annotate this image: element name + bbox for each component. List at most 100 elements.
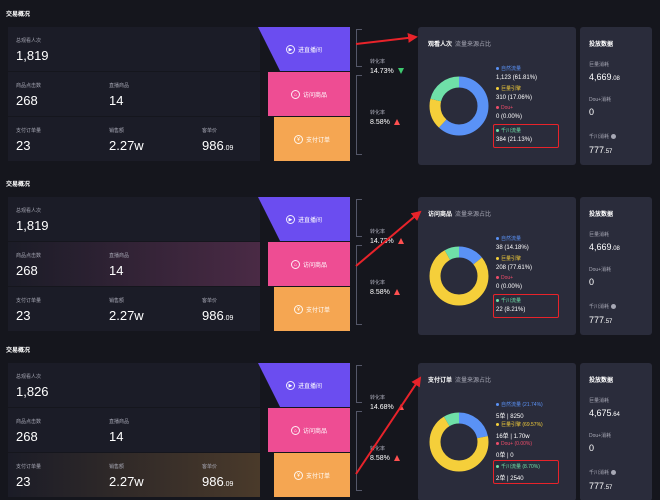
legend-name: Dou+ [496, 275, 572, 281]
payment-icon: ¥ [293, 304, 303, 314]
ad-title: 投放数据 [589, 212, 614, 218]
traffic-source-card: 支付订单 流量来源占比 自然流量 (21.74%) 5单 | 8250 巨量引擎 … [418, 363, 576, 500]
qc-label-text: 千川消耗 [589, 304, 610, 310]
qc-label-text: 千川消耗 [589, 134, 610, 140]
metric-value: 1,826 [16, 384, 49, 399]
traffic-source-card: 访问商品 流量来源占比 自然流量 38 (14.18%) 巨量引擎 208 (77… [418, 197, 576, 335]
qc-value: 777.57 [589, 315, 612, 325]
legend-dou: Dou+ (0.00%) 0单 | 0 [496, 441, 572, 459]
info-icon[interactable] [611, 470, 617, 476]
payment-icon: ¥ [293, 134, 303, 144]
legend-name: 千川流量 [496, 297, 572, 304]
legend-feed: 巨量引擎 (69.57%) 16单 | 1.70w [496, 421, 572, 440]
metric-value: 23 [16, 308, 31, 323]
aov-integer: 986 [202, 308, 224, 323]
funnel-step-label: 进直播间 [297, 383, 322, 390]
highlight-box [493, 294, 559, 318]
donut-slice-qianchuan[interactable] [429, 246, 489, 306]
qc-integer: 777 [589, 145, 605, 155]
conversion-rates: 转化率 14.68% 转化率 8.58% [356, 363, 406, 497]
legend-value: 38 (14.18%) [496, 245, 529, 251]
funnel-step-enter-room[interactable]: ▶ 进直播间 [258, 363, 350, 407]
trend-up-icon [393, 289, 400, 296]
funnel-step-visit-product[interactable]: ⌂ 访问商品 [268, 242, 350, 286]
legend-value: 0单 | 0 [496, 453, 514, 459]
legend-feed: 巨量引擎 208 (77.61%) [496, 255, 572, 271]
conversion-value: 8.58% [370, 455, 390, 462]
conversion-label: 转化率 [370, 395, 386, 401]
funnel-step-visit-product[interactable]: ⌂ 访问商品 [268, 408, 350, 452]
source-title: 观看人次 流量来源占比 [428, 39, 491, 48]
funnel-step-label: 支付订单 [305, 137, 330, 144]
metric-label: 总观看人次 [16, 38, 42, 44]
legend-value: 310 (17.06%) [496, 95, 533, 101]
legend-dot [496, 423, 499, 427]
metric-label: 客单价 [202, 464, 218, 470]
trend-up-icon [397, 404, 404, 411]
source-subtitle: 流量来源占比 [455, 212, 492, 218]
funnel-step-visit-product[interactable]: ⌂ 访问商品 [268, 72, 350, 116]
cart-icon: ⌂ [290, 89, 300, 99]
legend-label: 巨量引擎 [501, 256, 522, 262]
ad-title: 投放数据 [589, 378, 614, 384]
funnel-step-pay-order[interactable]: ¥ 支付订单 [274, 117, 350, 161]
spend-value: 4,669.08 [589, 242, 620, 252]
legend-value: 0 (0.00%) [496, 284, 523, 290]
conversion-rate-2: 8.58% [370, 455, 400, 462]
legend-natural: 自然流量 (21.74%) 5单 | 8250 [496, 401, 572, 420]
legend-label: Dou+ (0.00%) [501, 441, 532, 447]
qc-label: 千川消耗 [589, 303, 617, 310]
legend-dot [496, 403, 499, 407]
metrics-grid: 总观看人次 1,819 商品点击数 268 直播商品 14 支付订单量 23 销… [8, 27, 260, 161]
metrics-row-orders: 支付订单量 23 销售额 2.27w 客单价 986.09 [8, 453, 260, 497]
legend-natural: 自然流量 38 (14.18%) [496, 235, 572, 251]
conversion-value: 8.58% [370, 119, 390, 126]
metric-value: 268 [16, 93, 38, 108]
legend-dot [496, 237, 499, 241]
conversion-label: 转化率 [370, 280, 386, 286]
funnel-step-label: 访问商品 [302, 262, 327, 269]
info-icon[interactable] [611, 304, 617, 310]
donut-slice-feed[interactable] [429, 412, 489, 472]
funnel-step-enter-room[interactable]: ▶ 进直播间 [258, 197, 350, 241]
funnel-step-pay-order[interactable]: ¥ 支付订单 [274, 287, 350, 331]
traffic-source-card: 观看人次 流量来源占比 自然流量 1,123 (61.81%) 巨量引擎 310 … [418, 27, 576, 165]
conversion-label: 转化率 [370, 446, 386, 452]
ad-title: 投放数据 [589, 42, 614, 48]
legend-name: Dou+ (0.00%) [496, 441, 572, 447]
conversion-rate-1: 14.68% [370, 404, 404, 411]
metrics-grid: 总观看人次 1,819 商品点击数 268 直播商品 14 支付订单量 23 销… [8, 197, 260, 331]
enter-room-icon: ▶ [285, 380, 295, 390]
donut-slice-feed[interactable] [429, 246, 489, 306]
conversion-label: 转化率 [370, 110, 386, 116]
info-icon[interactable] [611, 134, 617, 140]
conversion-value: 14.73% [370, 238, 394, 245]
funnel-step-label: 支付订单 [305, 473, 330, 480]
source-title: 访问商品 流量来源占比 [428, 209, 491, 218]
donut-slice-qianchuan[interactable] [429, 76, 489, 136]
bracket-line [356, 199, 362, 237]
conversion-value: 14.68% [370, 404, 394, 411]
legend-value: 384 (21.13%) [496, 137, 533, 143]
conversion-rate-2: 8.58% [370, 289, 400, 296]
trend-up-icon [397, 238, 404, 245]
legend-label: 巨量引擎 [501, 86, 522, 92]
aov-decimal: .09 [223, 315, 234, 322]
funnel-step-label: 进直播间 [297, 47, 322, 54]
legend-name: 巨量引擎 [496, 255, 572, 262]
qc-value: 777.57 [589, 145, 612, 155]
donut-slice-feed[interactable] [429, 76, 489, 136]
ad-spend-card: 投放数据 巨量消耗 4,669.08 Dou+消耗 0 千川消耗 777.57 [580, 197, 652, 335]
legend-dot [496, 129, 499, 133]
donut-slice-qianchuan[interactable] [429, 412, 489, 472]
metric-value: 14 [109, 263, 124, 278]
metrics-row-clicks: 商品点击数 268 直播商品 14 [8, 242, 260, 286]
legend-qianchuan: 千川流量 22 (8.21%) [496, 297, 572, 313]
funnel-step-pay-order[interactable]: ¥ 支付订单 [274, 453, 350, 497]
funnel-step-enter-room[interactable]: ▶ 进直播间 [258, 27, 350, 71]
cart-icon: ⌂ [290, 425, 300, 435]
funnel-step-label: 访问商品 [302, 428, 327, 435]
funnel-step-label: 进直播间 [297, 217, 322, 224]
spend-decimal: .08 [611, 76, 620, 82]
qc-decimal: .57 [604, 149, 613, 155]
